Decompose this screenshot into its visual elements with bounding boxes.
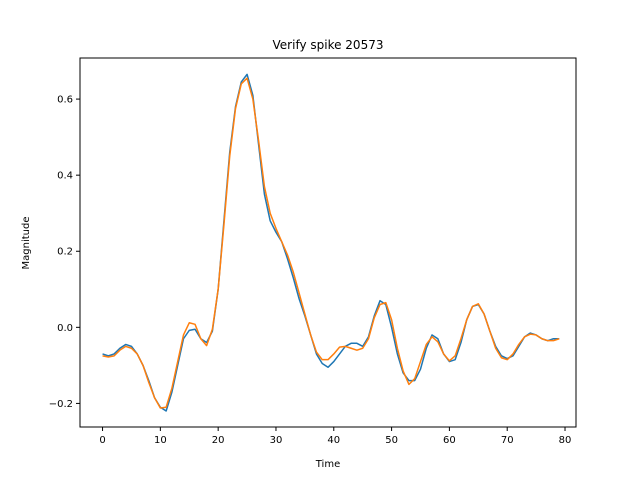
x-tick-label: 20 [212,435,225,446]
x-tick-label: 30 [270,435,283,446]
x-tick-label: 60 [443,435,456,446]
y-tick-label: −0.2 [49,399,73,410]
x-tick-label: 50 [385,435,398,446]
x-tick-label: 40 [327,435,340,446]
x-tick-label: 80 [559,435,572,446]
y-axis-label: Magnitude [21,217,32,270]
x-tick-label: 0 [99,435,105,446]
x-axis-label: Time [315,459,340,470]
x-axis: 0 10 20 30 40 50 60 70 80 [99,427,571,446]
y-tick-label: 0.0 [57,323,73,334]
x-tick-label: 70 [501,435,514,446]
y-axis: −0.2 0.0 0.2 0.4 0.6 [49,95,80,410]
series-layer [102,73,560,412]
y-tick-label: 0.2 [57,247,73,258]
y-tick-label: 0.4 [57,171,73,182]
plot-frame [79,57,577,428]
x-tick-label: 10 [154,435,167,446]
series-line-2 [102,77,560,409]
y-tick-label: 0.6 [57,95,73,106]
chart-title: Verify spike 20573 [273,38,384,52]
